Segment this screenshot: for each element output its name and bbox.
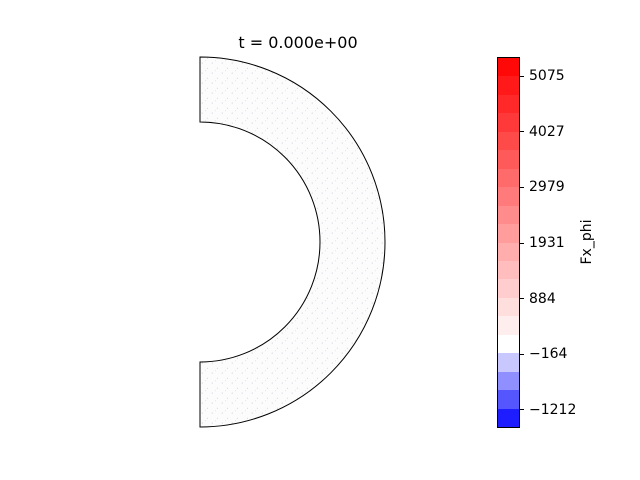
colorbar-segment: [498, 316, 519, 335]
colorbar-segment: [498, 58, 519, 77]
colorbar-segment: [498, 353, 519, 372]
colorbar-tick-label: 1931: [529, 235, 565, 251]
colorbar-segment: [498, 279, 519, 298]
colorbar-tick-label: 884: [529, 290, 556, 307]
colorbar-segment: [498, 131, 519, 151]
colorbar-tick-mark: [520, 186, 524, 188]
colorbar-segment: [498, 224, 519, 243]
colorbar-tick-mark: [520, 131, 524, 133]
colorbar-tick-label: 2979: [529, 179, 565, 196]
colorbar-segment: [498, 408, 519, 427]
colorbar-segment: [498, 334, 519, 354]
colorbar-tick-mark: [520, 298, 524, 300]
colorbar: [497, 57, 520, 428]
colorbar-segment: [498, 76, 519, 95]
colorbar-axis-label: Fx_phi: [579, 219, 595, 265]
colorbar-segment: [498, 94, 519, 114]
colorbar-tick-mark: [520, 409, 524, 411]
colorbar-tick-mark: [520, 75, 524, 77]
colorbar-segment: [498, 168, 519, 188]
colorbar-segment: [498, 260, 519, 280]
colorbar-segment: [498, 205, 519, 225]
colorbar-tick-label: −164: [529, 346, 568, 363]
colorbar-segment: [498, 150, 519, 169]
colorbar-segment: [498, 113, 519, 132]
colorbar-segment: [498, 390, 519, 409]
colorbar-segment: [498, 187, 519, 206]
colorbar-tick-label: 4027: [529, 123, 565, 140]
colorbar-tick-label: −1212: [529, 401, 577, 418]
colorbar-segment: [498, 242, 519, 261]
colorbar-tick-mark: [520, 242, 524, 244]
colorbar-tick-mark: [520, 353, 524, 355]
half-annulus-shape: [199, 56, 386, 428]
colorbar-segment: [498, 297, 519, 317]
colorbar-segment: [498, 371, 519, 391]
plot-title: t = 0.000e+00: [238, 33, 358, 52]
colorbar-tick-label: 5075: [529, 68, 565, 84]
